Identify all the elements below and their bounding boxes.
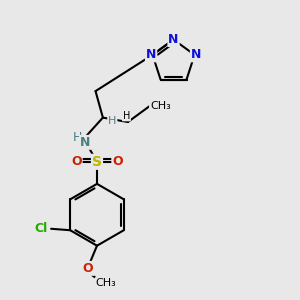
Text: Cl: Cl bbox=[34, 222, 47, 235]
Text: O: O bbox=[112, 155, 123, 168]
Text: H: H bbox=[108, 116, 116, 126]
Text: N: N bbox=[146, 48, 156, 61]
Text: S: S bbox=[92, 155, 102, 169]
Text: O: O bbox=[71, 155, 82, 168]
Text: CH₃: CH₃ bbox=[95, 278, 116, 288]
Text: H: H bbox=[123, 110, 130, 121]
Text: N: N bbox=[191, 48, 201, 61]
Text: O: O bbox=[83, 262, 94, 275]
Text: N: N bbox=[80, 136, 90, 149]
Text: H: H bbox=[73, 131, 83, 144]
Text: CH₃: CH₃ bbox=[150, 101, 171, 111]
Text: N: N bbox=[168, 33, 179, 46]
